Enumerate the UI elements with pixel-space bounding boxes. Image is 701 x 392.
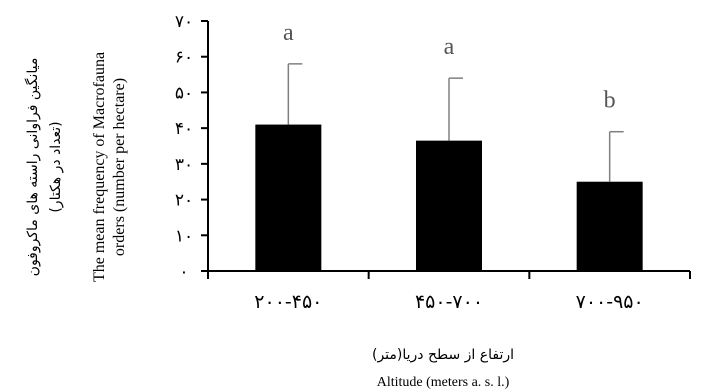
y-tick-label: ۶۰ bbox=[175, 48, 193, 68]
y-axis-label-fa-line2: (تعداد در هکتار) bbox=[48, 121, 64, 212]
x-tick-label: ۲۰۰-۴۵۰ bbox=[254, 291, 322, 313]
y-axis: ۰ ۱۰ ۲۰ ۳۰ ۴۰ ۵۰ ۶۰ ۷۰ bbox=[175, 12, 209, 282]
error-bars: a a b bbox=[283, 20, 624, 182]
y-tick-label: ۲۰ bbox=[175, 191, 193, 211]
x-tick-label: ۴۵۰-۷۰۰ bbox=[415, 291, 483, 313]
x-tick-label: ۷۰۰-۹۵۰ bbox=[576, 291, 644, 313]
y-axis-label-en-line1: The mean frequency of Macrofauna bbox=[91, 52, 108, 282]
y-tick-label: ۱۰ bbox=[175, 226, 193, 246]
y-axis-title: میانگین فراوانی راسته های ماکروفون (تعدا… bbox=[24, 52, 128, 282]
y-tick-label: ۴۰ bbox=[175, 119, 193, 139]
y-axis-label-en-line2: orders (number per hectare) bbox=[111, 78, 128, 256]
y-tick-label: ۰ bbox=[179, 262, 188, 282]
bar bbox=[576, 181, 643, 271]
bar bbox=[416, 140, 482, 271]
y-axis-label-fa-line1: میانگین فراوانی راسته های ماکروفون bbox=[24, 58, 41, 277]
bars bbox=[255, 124, 643, 271]
bar bbox=[255, 124, 322, 271]
x-axis-label-en: Altitude (meters a. s. l.) bbox=[377, 375, 510, 390]
y-tick-label: ۵۰ bbox=[175, 83, 193, 103]
y-tick-label: ۳۰ bbox=[175, 155, 193, 175]
x-axis: ۲۰۰-۴۵۰ ۴۵۰-۷۰۰ ۷۰۰-۹۵۰ bbox=[207, 270, 691, 313]
y-tick-label: ۷۰ bbox=[175, 12, 193, 32]
significance-letter: b bbox=[604, 88, 616, 114]
significance-letter: a bbox=[283, 20, 294, 46]
x-axis-label-fa: ارتفاع از سطح دریا(متر) bbox=[372, 347, 514, 363]
significance-letter: a bbox=[444, 34, 455, 60]
